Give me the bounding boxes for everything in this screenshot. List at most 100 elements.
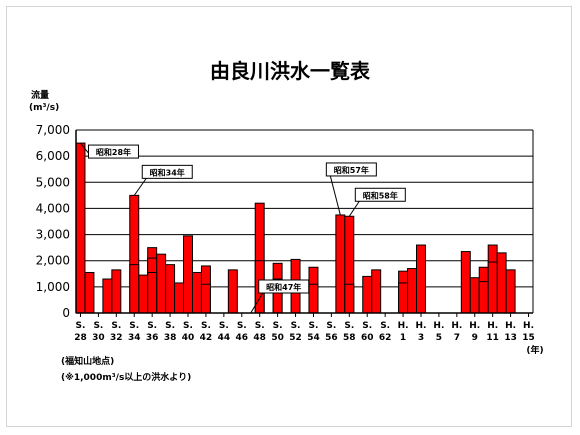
x-tick-label-year: 52 <box>289 333 302 343</box>
x-tick-label-era: S. <box>362 321 372 331</box>
bar-S41 <box>191 271 202 314</box>
x-axis-unit: (年) <box>526 344 543 356</box>
callout-label: 昭和57年 <box>334 165 369 175</box>
x-tick-label-era: S. <box>183 321 193 331</box>
bar-S37 <box>156 253 167 314</box>
bar-H2 <box>407 268 418 314</box>
bar-S45 <box>227 269 238 314</box>
callout-box <box>141 164 193 179</box>
x-tick-label-era: S. <box>219 321 229 331</box>
chart-frame: 由良川洪水一覧表 流量 (m³/s) 0 1,000 2,000 3,000 4,000… <box>6 6 572 427</box>
x-tick-label-year: 44 <box>218 333 231 343</box>
bar-H13 <box>505 269 516 314</box>
x-tick-label-era: H. <box>505 321 516 331</box>
x-tick-label-year: 60 <box>361 333 374 343</box>
x-tick-label-era: S. <box>344 321 354 331</box>
x-tick-label-year: 9 <box>472 333 478 343</box>
x-tick-label-year: 15 <box>522 333 535 343</box>
x-tick-label-era: S. <box>309 321 319 331</box>
x-tick-label-year: 50 <box>271 333 284 343</box>
y-tick-label: 5,000 <box>36 175 70 189</box>
x-tick-label-era: S. <box>147 321 157 331</box>
x-tick-label-era: H. <box>487 321 498 331</box>
callout-leader <box>133 178 147 196</box>
x-tick-label-era: S. <box>380 321 390 331</box>
x-tick-label-era: H. <box>523 321 534 331</box>
x-tick-label-year: 7 <box>454 333 460 343</box>
x-tick-label-era: S. <box>111 321 121 331</box>
y-tick-label: 4,000 <box>36 201 70 215</box>
bar-S58-event-2 <box>344 283 355 314</box>
bar-S54-event-2 <box>308 283 319 314</box>
x-tick-label-year: 32 <box>110 333 123 343</box>
bar-S40 <box>183 235 193 314</box>
bar-H3 <box>416 244 426 314</box>
x-tick-label-year: 3 <box>418 333 424 343</box>
callout-box <box>325 162 377 177</box>
callout-leader <box>250 292 264 314</box>
x-tick-label-year: 58 <box>343 333 356 343</box>
x-tick-label-year: 46 <box>236 333 249 343</box>
y-axis-label: 流量 <box>31 89 49 101</box>
y-tick-label: 0 <box>62 306 70 320</box>
bar-H8 <box>460 251 471 314</box>
x-tick-label-era: S. <box>201 321 211 331</box>
bar-S29 <box>84 271 95 314</box>
bar-S57 <box>335 214 346 314</box>
bar-S32 <box>111 269 122 314</box>
x-tick-label-year: 34 <box>128 333 141 343</box>
x-tick-label-year: 5 <box>436 333 442 343</box>
y-tick-label: 6,000 <box>36 149 70 163</box>
callout-box <box>87 144 139 159</box>
x-tick-label-year: 13 <box>504 333 517 343</box>
x-tick-label-era: H. <box>451 321 462 331</box>
bar-H10-event-2 <box>478 281 489 314</box>
callout-label: 昭和47年 <box>266 282 301 292</box>
bar-S38 <box>165 264 176 314</box>
callout-label: 昭和58年 <box>363 190 398 200</box>
x-tick-label-year: 11 <box>486 333 499 343</box>
callout-leader <box>348 200 360 217</box>
x-tick-label-year: 30 <box>92 333 105 343</box>
x-tick-label-year: 40 <box>182 333 195 343</box>
x-tick-label-era: S. <box>255 321 265 331</box>
bar-S36-event-3 <box>147 271 158 314</box>
bar-S34-event-2 <box>129 264 140 314</box>
x-tick-label-year: 28 <box>74 333 87 343</box>
bar-H11-event-2 <box>487 261 498 314</box>
y-tick-label: 1,000 <box>36 280 70 294</box>
x-tick-label-era: H. <box>416 321 427 331</box>
bar-S60 <box>362 275 373 314</box>
x-tick-label-era: S. <box>273 321 283 331</box>
bar-H9 <box>469 277 480 314</box>
x-tick-label-year: 42 <box>200 333 213 343</box>
x-tick-label-era: S. <box>291 321 301 331</box>
x-tick-label-year: 38 <box>164 333 177 343</box>
bar-S42-event-2 <box>200 283 211 314</box>
bar-S28 <box>75 142 86 314</box>
bar-H12 <box>496 252 507 314</box>
x-tick-label-era: S. <box>93 321 103 331</box>
x-tick-label-year: 36 <box>146 333 159 343</box>
x-tick-label-year: 62 <box>379 333 392 343</box>
x-tick-label-year: 56 <box>325 333 338 343</box>
callout-leader <box>329 175 341 216</box>
y-tick-label: 3,000 <box>36 228 70 242</box>
x-tick-label-era: S. <box>165 321 175 331</box>
note-threshold: (※1,000m³/s以上の洪水より) <box>61 371 191 383</box>
flood-chart: 由良川洪水一覧表 流量 (m³/s) 0 1,000 2,000 3,000 4,000… <box>29 59 544 383</box>
y-tick-label: 7,000 <box>36 123 70 137</box>
bar-S39 <box>174 282 185 314</box>
x-tick-label-era: S. <box>237 321 247 331</box>
callout-label: 昭和34年 <box>150 167 185 177</box>
chart-title: 由良川洪水一覧表 <box>210 59 371 83</box>
x-tick-label-year: 54 <box>307 333 320 343</box>
x-tick-label-year: 48 <box>253 333 266 343</box>
note-location: (福知山地点) <box>61 355 114 367</box>
y-tick-label: 2,000 <box>36 254 70 268</box>
y-axis-unit: (m³/s) <box>29 103 59 113</box>
x-tick-label-era: S. <box>76 321 86 331</box>
x-tick-label-era: H. <box>398 321 409 331</box>
callout-box <box>258 279 310 294</box>
x-tick-label-year: 1 <box>400 333 406 343</box>
